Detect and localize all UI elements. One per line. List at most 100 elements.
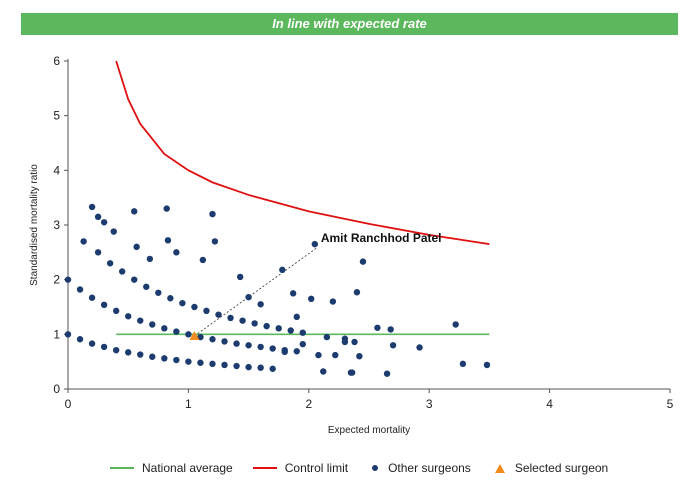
other-surgeon-point (131, 208, 138, 215)
other-surgeon-point (173, 249, 180, 256)
y-tick-label: 6 (53, 54, 60, 68)
other-surgeon-point (133, 243, 140, 251)
other-surgeon-point (118, 268, 126, 275)
legend-label: National average (142, 461, 233, 475)
other-surgeon-point (257, 301, 264, 308)
other-surgeon-point (161, 355, 168, 362)
other-surgeon-point (94, 249, 102, 256)
annotation-leader-line (194, 246, 319, 337)
other-surgeon-point (356, 353, 363, 360)
other-surgeon-point (88, 203, 96, 211)
legend: National average Control limit Other sur… (110, 460, 628, 476)
other-surgeon-point (110, 228, 117, 235)
other-surgeon-point (299, 340, 306, 348)
other-surgeon-point (64, 276, 72, 283)
x-axis-title: Expected mortality (328, 425, 410, 436)
other-surgeon-point (359, 258, 367, 265)
other-surgeon-point (100, 219, 108, 226)
y-tick-label: 1 (53, 327, 60, 341)
other-surgeon-point (112, 346, 120, 354)
other-surgeon-point (287, 327, 294, 334)
other-surgeon-point (233, 340, 240, 347)
other-surgeon-point (351, 338, 358, 346)
other-surgeon-point (173, 356, 180, 364)
legend-dot-icon (372, 465, 379, 471)
other-surgeon-point (199, 256, 207, 264)
other-surgeon-point (100, 301, 108, 309)
other-surgeon-point (353, 289, 361, 296)
y-tick-label: 3 (53, 218, 60, 232)
legend-label: Control limit (284, 461, 349, 475)
other-surgeon-point (179, 299, 186, 307)
other-surgeon-point (125, 313, 132, 320)
other-surgeon-point (227, 314, 234, 322)
other-surgeon-point (143, 283, 150, 290)
other-surgeon-point (387, 326, 394, 333)
other-surgeon-point (106, 260, 114, 267)
other-surgeon-point (459, 360, 467, 368)
legend-triangle-icon (494, 463, 505, 473)
other-surgeon-point (137, 317, 144, 324)
other-surgeon-point (203, 307, 210, 315)
other-surgeon-point (389, 342, 397, 349)
other-surgeon-point (257, 343, 264, 351)
legend-item-national-average: National average (110, 461, 233, 475)
other-surgeon-point (347, 369, 355, 376)
other-surgeon-point (100, 343, 108, 351)
legend-label: Selected surgeon (514, 461, 609, 475)
other-surgeon-point (320, 368, 327, 375)
other-surgeon-point (452, 321, 459, 328)
other-surgeon-point (279, 266, 286, 274)
other-surgeon-point (146, 255, 154, 263)
other-surgeon-point (281, 348, 288, 356)
other-surgeon-point (315, 351, 322, 359)
other-surgeon-point (341, 338, 349, 346)
other-surgeon-point (289, 290, 297, 297)
x-tick-label: 0 (65, 397, 72, 411)
other-surgeon-point (161, 325, 168, 332)
other-surgeon-point (383, 370, 391, 377)
y-tick-label: 2 (53, 273, 60, 287)
other-surgeon-point (125, 349, 132, 356)
other-surgeon-point (374, 324, 381, 331)
other-surgeon-point (131, 276, 138, 283)
other-surgeon-point (483, 361, 491, 369)
y-tick-label: 0 (53, 382, 60, 396)
other-surgeon-point (185, 331, 192, 338)
other-surgeon-point (257, 364, 264, 371)
x-tick-label: 2 (305, 397, 312, 411)
other-surgeon-point (149, 353, 156, 360)
other-surgeon-point (173, 328, 180, 335)
other-surgeon-point (251, 320, 258, 327)
other-surgeon-point (215, 311, 222, 318)
legend-label: Other surgeons (388, 461, 471, 475)
y-tick-label: 5 (53, 109, 60, 123)
other-surgeon-point (308, 295, 315, 302)
other-surgeon-point (94, 213, 102, 220)
other-surgeon-point (167, 295, 174, 302)
other-surgeon-point (311, 240, 319, 248)
other-surgeon-point (209, 210, 216, 218)
legend-item-other-surgeons: Other surgeons (368, 461, 471, 475)
other-surgeon-point (221, 361, 228, 369)
control-limit-curve (115, 60, 490, 246)
other-surgeon-point (76, 336, 84, 343)
other-surgeon-point (293, 313, 300, 321)
other-surgeon-point (88, 340, 96, 347)
legend-item-selected-surgeon: Selected surgeon (491, 461, 608, 475)
other-surgeon-point (76, 286, 84, 293)
other-surgeon-point (332, 351, 339, 359)
other-surgeon-point (209, 336, 216, 343)
selected-surgeon-point (189, 330, 200, 340)
other-surgeon-point (221, 338, 228, 345)
other-surgeon-point (155, 289, 162, 296)
other-surgeon-point (88, 294, 96, 301)
other-surgeon-point (137, 351, 144, 358)
other-surgeon-point (185, 358, 192, 365)
other-surgeon-point (164, 237, 172, 244)
x-tick-label: 4 (546, 397, 553, 411)
other-surgeon-point (236, 273, 244, 281)
other-surgeon-point (191, 303, 198, 311)
legend-item-control-limit: Control limit (252, 461, 349, 475)
